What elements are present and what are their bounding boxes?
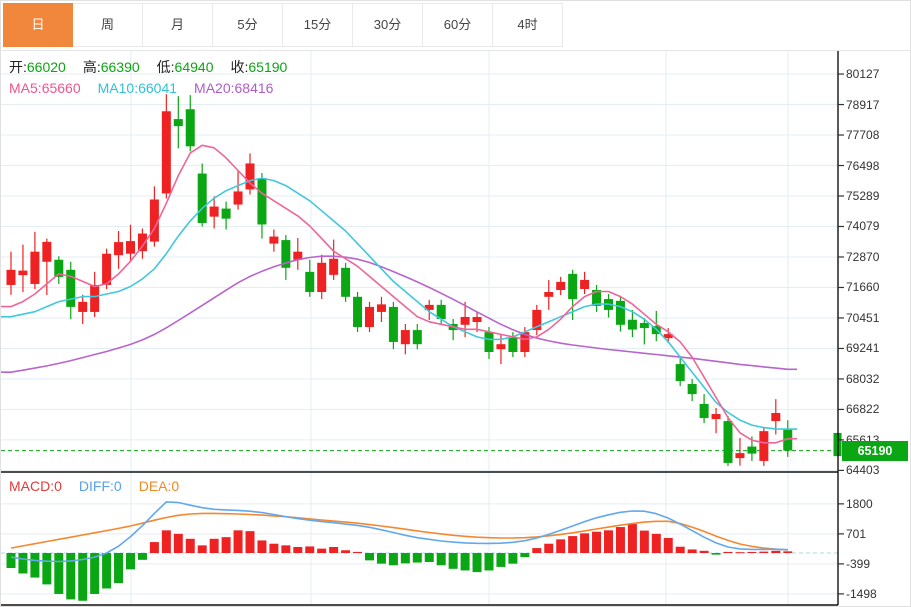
macd-tick-label: 701 [846, 526, 867, 541]
period-tab-2[interactable]: 月 [143, 3, 213, 47]
ma10-line [1, 177, 797, 430]
ma5-line [1, 144, 797, 444]
grid-layer [1, 50, 910, 605]
price-tick-label: 71660 [846, 280, 880, 295]
period-tab-0[interactable]: 日 [3, 3, 73, 47]
info-pair: DIFF:0 [78, 478, 122, 494]
price-tick-label: 77708 [846, 128, 880, 143]
info-pair: MA5:65660 [9, 80, 81, 96]
ohlc-info-row: 开:66020 高:66390 低:64940 收:65190 [9, 57, 287, 77]
period-tab-7[interactable]: 4时 [493, 3, 563, 47]
price-tick-label: 72870 [846, 249, 880, 264]
period-tab-1[interactable]: 周 [73, 3, 143, 47]
price-tick-label: 68032 [846, 371, 880, 386]
axis-layer [1, 51, 844, 606]
macd-tick-label: 1800 [846, 496, 873, 511]
macd-tick-label: -1498 [846, 586, 877, 601]
macd-info-row: MACD:0 DIFF:0 DEA:0 [9, 478, 179, 494]
info-pair: 低:64940 [156, 59, 214, 75]
info-pair: DEA:0 [138, 478, 180, 494]
macd-tick-label: -399 [846, 556, 871, 571]
ma-info-row: MA5:65660 MA10:66041 MA20:68416 [9, 80, 273, 96]
info-pair: 开:66020 [9, 59, 66, 75]
price-tick-label: 66822 [846, 402, 880, 417]
period-tabbar: 日周月 5分 15分 30分 60分 4时 [3, 3, 563, 47]
price-tick-label: 64403 [846, 463, 880, 478]
price-tick-label: 76498 [846, 158, 880, 173]
price-tick-label: 78917 [846, 97, 880, 112]
candles-layer [6, 94, 842, 466]
ma20-line [1, 255, 797, 374]
ma-lines-layer [1, 144, 797, 444]
info-pair: 高:66390 [82, 59, 140, 75]
price-tick-label: 69241 [846, 341, 880, 356]
period-tab-4[interactable]: 15分 [283, 3, 353, 47]
info-pair: MA10:66041 [97, 80, 178, 96]
macd-layer [6, 501, 793, 601]
diff-line [10, 501, 788, 563]
dea-line [10, 512, 788, 551]
period-tab-6[interactable]: 60分 [423, 3, 493, 47]
price-tick-label: 75289 [846, 188, 880, 203]
current-price-tag: 65190 [842, 440, 908, 461]
price-tick-label: 74079 [846, 219, 880, 234]
period-tab-3[interactable]: 5分 [213, 3, 283, 47]
price-tick-label: 80127 [846, 67, 880, 82]
info-pair: MA20:68416 [194, 80, 274, 96]
period-tab-5[interactable]: 30分 [353, 3, 423, 47]
price-tick-label: 70451 [846, 310, 880, 325]
info-pair: 收:65190 [230, 59, 288, 75]
info-pair: MACD:0 [9, 478, 62, 494]
